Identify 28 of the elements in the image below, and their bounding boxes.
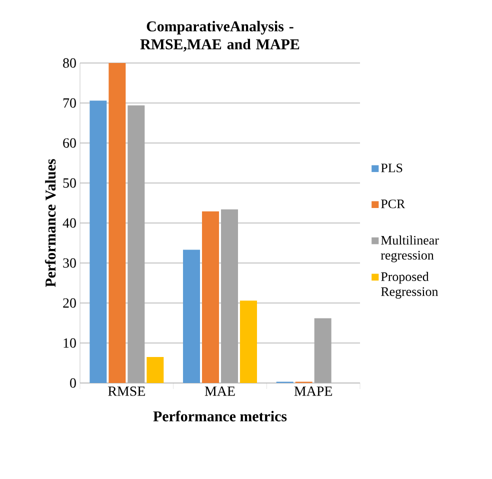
x-tick-label: RMSE <box>108 386 145 396</box>
bar <box>90 100 107 383</box>
bar <box>183 250 200 383</box>
bar <box>128 105 145 383</box>
x-tick-label: MAPE <box>294 386 332 396</box>
bar <box>240 300 257 383</box>
y-tick-label: 10 <box>64 338 76 348</box>
y-tick-label: 20 <box>63 298 76 308</box>
chart-title: ComparativeAnalysis - RMSE,MAE and MAPE <box>140 20 300 52</box>
y-tick-label: 60 <box>63 138 76 148</box>
legend-label: PLS <box>381 164 402 172</box>
y-tick-label: 80 <box>63 58 76 68</box>
y-axis-title: Performance Values <box>44 159 56 288</box>
bar <box>146 357 164 383</box>
legend-label: Proposed Regression <box>381 272 438 299</box>
legend-label: PCR <box>381 200 406 208</box>
y-tick-label: 50 <box>63 178 76 188</box>
y-tick-label: 40 <box>62 218 76 228</box>
y-tick-label: 30 <box>63 258 76 268</box>
bar <box>202 211 220 383</box>
x-tick-label: MAE <box>204 386 235 396</box>
bar <box>108 63 126 383</box>
y-tick-label: 70 <box>63 98 76 108</box>
y-tick-label: 0 <box>70 378 76 388</box>
legend-label: Multilinear regression <box>380 236 439 262</box>
x-axis-title: Performance metrics <box>153 410 287 422</box>
bar <box>314 318 332 383</box>
bar <box>220 209 238 383</box>
